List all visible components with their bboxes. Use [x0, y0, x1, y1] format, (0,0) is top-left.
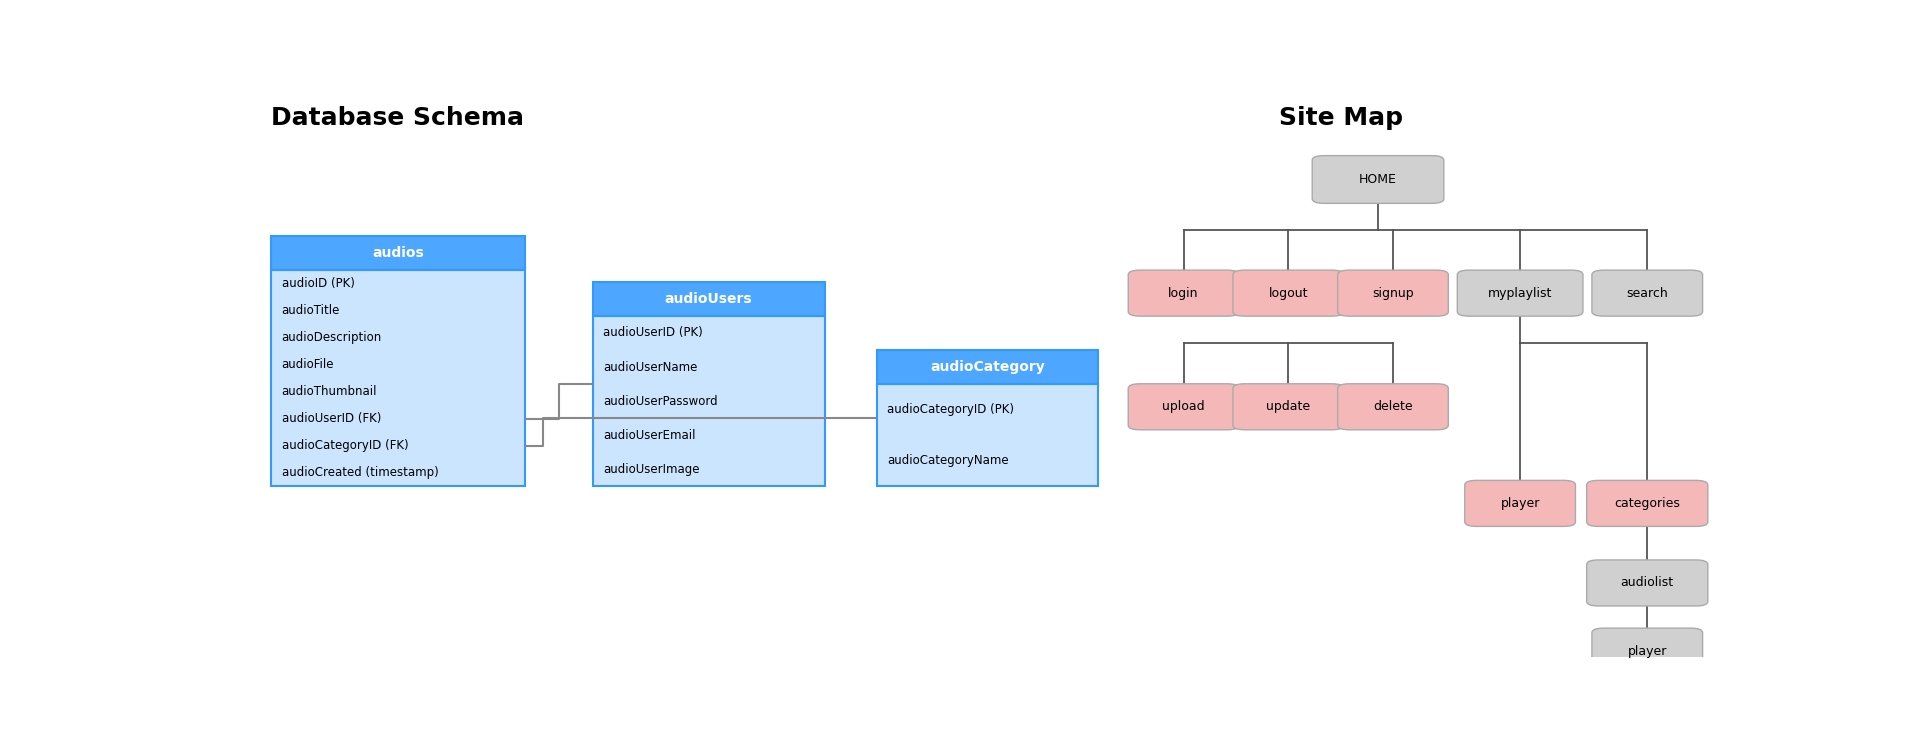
FancyBboxPatch shape — [1586, 560, 1708, 606]
Text: search: search — [1627, 286, 1668, 300]
Text: audioDescription: audioDescription — [282, 331, 382, 345]
FancyBboxPatch shape — [1586, 480, 1708, 526]
Text: audioUserID (PK): audioUserID (PK) — [604, 326, 703, 339]
FancyBboxPatch shape — [1233, 270, 1343, 316]
Text: Database Schema: Database Schema — [270, 106, 525, 130]
FancyBboxPatch shape — [1337, 270, 1448, 316]
Text: login: login — [1168, 286, 1199, 300]
FancyBboxPatch shape — [1233, 384, 1343, 430]
Text: delete: delete — [1372, 400, 1413, 413]
Text: categories: categories — [1613, 497, 1681, 510]
Text: audioUserPassword: audioUserPassword — [604, 395, 718, 407]
Text: signup: signup — [1372, 286, 1415, 300]
Text: audioUserID (FK): audioUserID (FK) — [282, 413, 380, 425]
Text: audiolist: audiolist — [1621, 576, 1673, 590]
FancyBboxPatch shape — [876, 350, 1098, 384]
Text: update: update — [1266, 400, 1310, 413]
Text: audioFile: audioFile — [282, 359, 334, 371]
Text: audioUserImage: audioUserImage — [604, 463, 701, 476]
FancyBboxPatch shape — [270, 270, 525, 486]
Text: audioID (PK): audioID (PK) — [282, 277, 355, 290]
Text: audioCreated (timestamp): audioCreated (timestamp) — [282, 466, 438, 480]
FancyBboxPatch shape — [1592, 270, 1702, 316]
Text: audioThumbnail: audioThumbnail — [282, 385, 376, 399]
FancyBboxPatch shape — [270, 236, 525, 270]
Text: Site Map: Site Map — [1280, 106, 1403, 130]
FancyBboxPatch shape — [1457, 270, 1583, 316]
Text: upload: upload — [1162, 400, 1204, 413]
Text: player: player — [1500, 497, 1540, 510]
FancyBboxPatch shape — [593, 282, 824, 316]
Text: audioUserName: audioUserName — [604, 360, 697, 373]
FancyBboxPatch shape — [1129, 384, 1239, 430]
Text: player: player — [1627, 644, 1668, 658]
FancyBboxPatch shape — [1337, 384, 1448, 430]
Text: logout: logout — [1268, 286, 1309, 300]
FancyBboxPatch shape — [876, 384, 1098, 486]
FancyBboxPatch shape — [1592, 628, 1702, 674]
Text: myplaylist: myplaylist — [1488, 286, 1552, 300]
Text: audioUsers: audioUsers — [664, 292, 753, 306]
FancyBboxPatch shape — [1465, 480, 1575, 526]
Text: audioCategoryID (FK): audioCategoryID (FK) — [282, 439, 409, 452]
FancyBboxPatch shape — [1129, 270, 1239, 316]
Text: HOME: HOME — [1359, 173, 1397, 186]
Text: audioUserEmail: audioUserEmail — [604, 429, 695, 442]
FancyBboxPatch shape — [593, 316, 824, 486]
FancyBboxPatch shape — [1312, 156, 1444, 204]
Text: audioCategoryName: audioCategoryName — [888, 455, 1009, 467]
Text: audioTitle: audioTitle — [282, 304, 340, 317]
Text: audioCategory: audioCategory — [930, 360, 1044, 374]
Text: audioCategoryID (PK): audioCategoryID (PK) — [888, 403, 1015, 416]
Text: audios: audios — [372, 246, 425, 261]
